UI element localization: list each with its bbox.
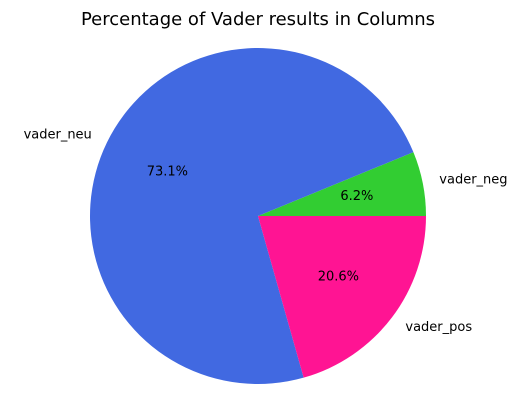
pct-label-vader-neg: 6.2%: [340, 189, 373, 204]
pie-slice-vader-neu: [90, 48, 414, 385]
slice-label-vader-pos: vader_pos: [405, 320, 472, 335]
chart-title: Percentage of Vader results in Columns: [81, 9, 435, 30]
pct-label-vader-neu: 73.1%: [147, 164, 188, 179]
slice-label-vader-neg: vader_neg: [439, 173, 507, 188]
pie-slices: [90, 48, 426, 385]
pie-labels: 6.2% vader_neg 73.1% vader_neu 20.6% vader_po…: [24, 128, 508, 335]
pie-slice-vader-pos: [258, 216, 426, 378]
pie-slice-vader-neg: [258, 152, 426, 216]
slice-label-vader-neu: vader_neu: [24, 128, 92, 143]
pct-label-vader-pos: 20.6%: [318, 269, 359, 284]
